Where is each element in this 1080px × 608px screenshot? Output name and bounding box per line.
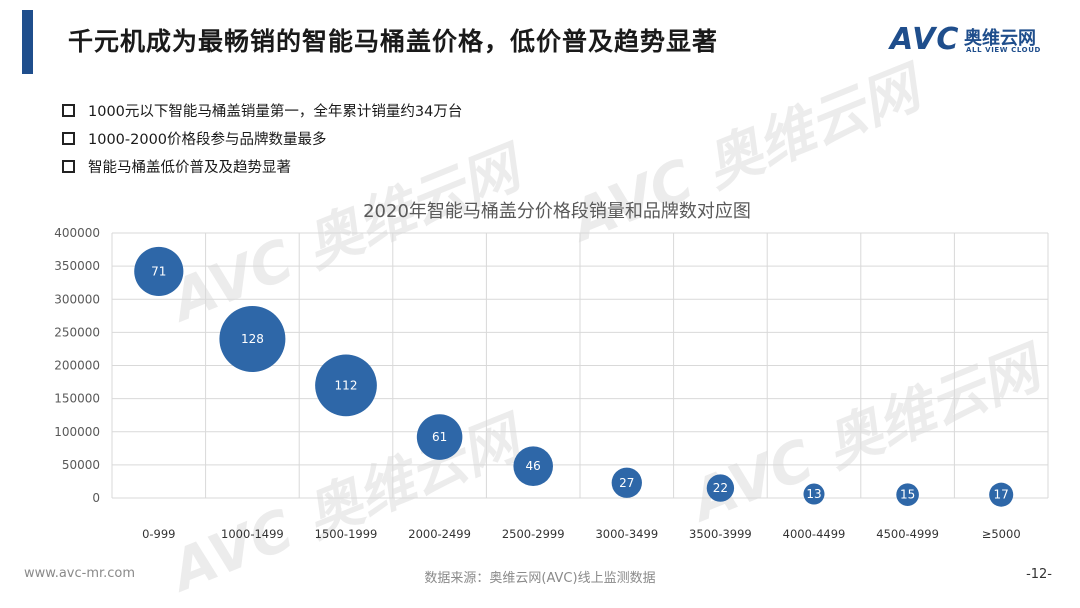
- x-tick-label: 2000-2499: [408, 527, 471, 541]
- title-accent-bar: [22, 10, 33, 74]
- x-tick-label: 2500-2999: [502, 527, 565, 541]
- y-tick-label: 250000: [54, 325, 100, 339]
- bubble-data-label: 27: [619, 476, 634, 490]
- bullet-item: 1000元以下智能马桶盖销量第一，全年累计销量约34万台: [62, 96, 462, 124]
- bubble: [896, 483, 919, 506]
- logo-en-text: ALL VIEW CLOUD: [966, 46, 1041, 54]
- bullet-list: 1000元以下智能马桶盖销量第一，全年累计销量约34万台 1000-2000价格…: [62, 96, 462, 180]
- bubble-data-label: 46: [526, 459, 541, 473]
- chart-title: 2020年智能马桶盖分价格段销量和品牌数对应图: [363, 201, 751, 222]
- y-tick-label: 0: [92, 491, 100, 505]
- footer-website: www.avc-mr.com: [24, 566, 136, 581]
- avc-logo: AVC 奥维云网 ALL VIEW CLOUD: [890, 22, 1060, 62]
- bubble-data-label: 17: [994, 488, 1009, 502]
- bubble: [513, 446, 553, 486]
- y-tick-label: 100000: [54, 425, 100, 439]
- y-tick-label: 150000: [54, 392, 100, 406]
- bubble: [315, 354, 377, 417]
- square-bullet-icon: [62, 159, 75, 173]
- bubble: [803, 483, 825, 505]
- bubble: [611, 467, 642, 498]
- x-tick-label: 1500-1999: [315, 527, 378, 541]
- y-tick-label: 200000: [54, 359, 100, 373]
- x-tick-label: 0-999: [142, 527, 175, 541]
- bubble-data-label: 13: [806, 487, 821, 501]
- x-tick-label: 3500-3999: [689, 527, 752, 541]
- square-bullet-icon: [62, 131, 75, 145]
- bubble-data-label: 128: [241, 332, 264, 346]
- bullet-item: 1000-2000价格段参与品牌数量最多: [62, 124, 462, 152]
- x-tick-label: 1000-1499: [221, 527, 284, 541]
- logo-mark: AVC: [890, 22, 960, 57]
- bubble-data-label: 15: [900, 488, 915, 502]
- y-tick-label: 400000: [54, 226, 100, 240]
- bubble-data-label: 71: [151, 264, 166, 278]
- x-tick-label: 4000-4499: [783, 527, 846, 541]
- bubble-data-label: 22: [713, 481, 728, 495]
- x-tick-label: ≥5000: [982, 527, 1021, 541]
- y-tick-label: 300000: [54, 292, 100, 306]
- bubble: [989, 482, 1014, 507]
- page-title: 千元机成为最畅销的智能马桶盖价格，低价普及趋势显著: [68, 27, 719, 56]
- page-number: -12-: [1026, 567, 1052, 582]
- footer-source: 数据来源：奥维云网(AVC)线上监测数据: [424, 571, 656, 586]
- x-tick-label: 4500-4999: [876, 527, 939, 541]
- bubble: [134, 246, 184, 297]
- y-tick-label: 350000: [54, 259, 100, 273]
- bullet-item: 智能马桶盖低价普及及趋势显著: [62, 152, 462, 180]
- bubble: [219, 306, 286, 372]
- square-bullet-icon: [62, 103, 75, 117]
- y-tick-label: 50000: [62, 458, 100, 472]
- bubble-data-label: 112: [335, 378, 358, 392]
- bubble-data-label: 61: [432, 430, 447, 444]
- bubble: [706, 474, 735, 502]
- bubble: [416, 414, 463, 460]
- x-tick-label: 3000-3499: [595, 527, 658, 541]
- logo-cn-text: 奥维云网: [964, 28, 1036, 49]
